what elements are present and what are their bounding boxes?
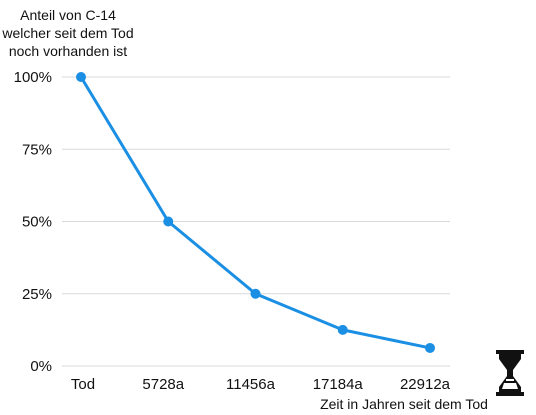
y-axis-label-line-1: Anteil von C-14 — [20, 7, 116, 23]
x-tick-label: 5728a — [142, 376, 184, 393]
y-tick-labels: 100% 75% 50% 25% 0% — [14, 69, 52, 375]
x-axis-label: Zeit in Jahren seit dem Tod — [320, 396, 488, 412]
gridlines — [62, 76, 450, 367]
x-tick-labels: Tod 5728a 11456a 17184a 22912a — [71, 376, 451, 393]
y-tick-label: 0% — [30, 358, 52, 375]
x-tick-label: 22912a — [400, 376, 451, 393]
data-point — [425, 342, 435, 353]
series-group — [76, 72, 435, 353]
y-axis-label-line-2: welcher seit dem Tod — [1, 25, 133, 41]
data-point — [250, 288, 261, 299]
data-point — [163, 216, 174, 227]
data-point — [337, 324, 348, 335]
data-point — [76, 72, 86, 82]
y-tick-label: 75% — [22, 141, 52, 158]
y-axis-label: Anteil von C-14 welcher seit dem Tod noc… — [1, 7, 133, 59]
hourglass-icon — [496, 350, 524, 396]
x-tick-label: 11456a — [226, 376, 276, 393]
y-tick-label: 25% — [22, 286, 52, 303]
y-axis-label-line-3: noch vorhanden ist — [9, 43, 127, 59]
y-tick-label: 50% — [22, 214, 52, 231]
y-tick-label: 100% — [14, 69, 52, 86]
x-tick-label: 17184a — [313, 376, 364, 393]
x-tick-label: Tod — [71, 376, 95, 393]
series-line — [79, 75, 432, 350]
